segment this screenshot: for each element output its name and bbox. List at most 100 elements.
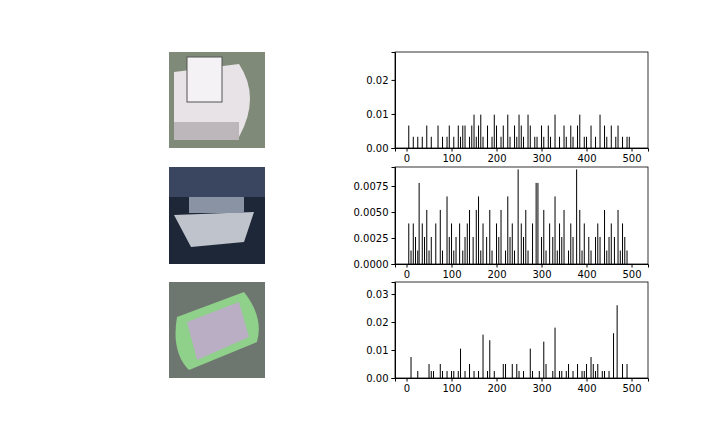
bar: [546, 250, 547, 264]
tick: 0.0025: [354, 233, 396, 244]
bar: [417, 137, 418, 148]
bar: [516, 137, 517, 148]
bar: [576, 169, 577, 264]
bar: [442, 371, 443, 378]
bar: [568, 364, 569, 378]
bar: [510, 137, 511, 148]
axis-line: [396, 265, 649, 268]
bar: [487, 126, 488, 148]
bar: [555, 328, 556, 378]
bar: [465, 237, 466, 264]
tick-label: 300: [532, 153, 551, 164]
tick: 400: [577, 148, 596, 164]
bar: [486, 237, 487, 264]
bar: [447, 196, 448, 264]
bar: [532, 223, 533, 264]
tick: 0.0050: [354, 207, 396, 218]
bar: [597, 364, 598, 378]
bar: [555, 115, 556, 148]
bar: [543, 137, 544, 148]
bar: [606, 250, 607, 264]
tick-mark: [542, 378, 543, 382]
tick: 500: [622, 148, 641, 164]
tick-label: 400: [577, 269, 596, 280]
bar: [613, 333, 614, 378]
bar: [516, 364, 517, 378]
tick: 200: [487, 148, 506, 164]
bar: [622, 137, 623, 148]
bar: [570, 223, 571, 264]
bar: [456, 237, 457, 264]
bar: [496, 126, 497, 148]
bar: [458, 126, 459, 148]
bar: [429, 250, 430, 264]
bar: [505, 364, 506, 378]
bar: [471, 126, 472, 148]
bar: [525, 210, 526, 264]
tick-label: 300: [532, 383, 551, 394]
tick-label: 0.0075: [354, 181, 389, 192]
bar: [438, 126, 439, 148]
tick-label: 0.0025: [354, 233, 389, 244]
bar: [431, 371, 432, 378]
tick: 0.00: [366, 373, 395, 384]
tick: 300: [532, 264, 551, 280]
bar: [523, 137, 524, 148]
bar: [453, 371, 454, 378]
photo-shape: [176, 292, 259, 370]
bar: [494, 371, 495, 378]
bar: [624, 237, 625, 264]
bar: [510, 237, 511, 264]
tick-mark: [392, 322, 396, 323]
bar: [548, 126, 549, 148]
bar: [570, 126, 571, 148]
bar: [489, 340, 490, 378]
bar: [593, 364, 594, 378]
tick-mark: [587, 264, 588, 268]
tick-mark: [392, 238, 396, 239]
tick: 0: [404, 148, 410, 164]
bar: [566, 137, 567, 148]
bar: [458, 371, 459, 378]
bar: [474, 371, 475, 378]
bar: [426, 210, 427, 264]
bar: [519, 115, 520, 148]
bar: [559, 137, 560, 148]
bar: [501, 137, 502, 148]
tick-mark: [392, 350, 396, 351]
bar: [568, 250, 569, 264]
bar: [573, 137, 574, 148]
tick-label: 100: [442, 383, 461, 394]
tick-mark: [392, 114, 396, 115]
photo-shape: [189, 197, 244, 213]
bar: [442, 250, 443, 264]
bar: [532, 371, 533, 378]
bar: [465, 126, 466, 148]
bar: [451, 223, 452, 264]
bar: [566, 371, 567, 378]
tick-mark: [407, 264, 408, 268]
bar: [582, 250, 583, 264]
bar: [534, 137, 535, 148]
tick-label: 0.02: [366, 75, 388, 86]
tick-label: 200: [487, 269, 506, 280]
photo-bg: [169, 52, 265, 148]
tick-label: 0.01: [366, 109, 388, 120]
bar: [422, 137, 423, 148]
tick: 0.0000: [354, 259, 396, 270]
tick: 0.01: [366, 109, 395, 120]
bar: [541, 237, 542, 264]
tick-label: 400: [577, 153, 596, 164]
bar: [530, 349, 531, 378]
tick-label: 400: [577, 383, 596, 394]
tick-label: 0.01: [366, 345, 388, 356]
tick: 200: [487, 264, 506, 280]
bar: [431, 137, 432, 148]
bar: [498, 237, 499, 264]
bar: [447, 371, 448, 378]
bar: [424, 237, 425, 264]
bar: [419, 183, 420, 264]
bar: [546, 364, 547, 378]
tick-mark: [392, 378, 396, 379]
bar: [620, 250, 621, 264]
